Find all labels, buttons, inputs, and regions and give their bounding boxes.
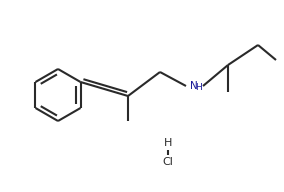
Text: H: H	[164, 138, 172, 148]
Text: N: N	[190, 81, 198, 91]
Text: H: H	[195, 84, 202, 93]
Text: Cl: Cl	[162, 157, 174, 167]
